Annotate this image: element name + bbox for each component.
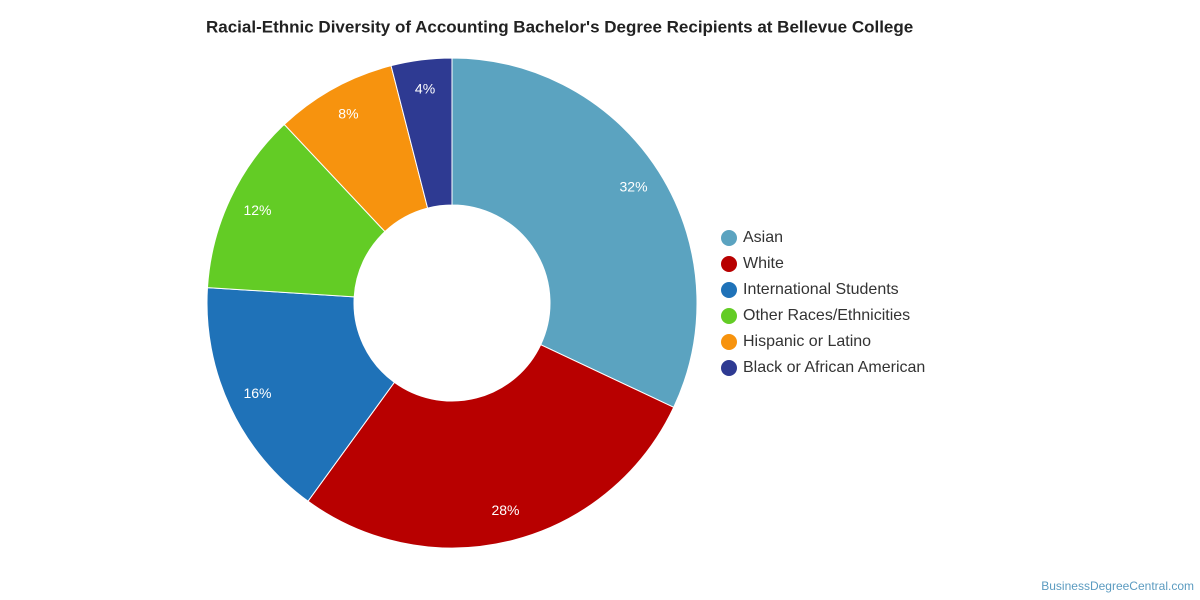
- legend-marker: [721, 360, 737, 376]
- legend-marker: [721, 308, 737, 324]
- donut-slice: [307, 344, 675, 549]
- donut-slice: [390, 57, 453, 209]
- legend-marker: [721, 282, 737, 298]
- legend-label: Asian: [743, 229, 783, 246]
- legend-label: White: [743, 255, 784, 272]
- legend-label: Other Races/Ethnicities: [743, 307, 910, 324]
- credit: BusinessDegreeCentral.com: [1041, 579, 1194, 593]
- legend-marker: [721, 230, 737, 246]
- legend-label: Hispanic or Latino: [743, 333, 871, 350]
- data-label: 12%: [243, 202, 271, 218]
- data-label: 8%: [338, 105, 358, 121]
- data-label: 4%: [415, 80, 435, 96]
- legend-label: International Students: [743, 281, 899, 298]
- data-label: 32%: [620, 179, 648, 195]
- donut-slice: [451, 57, 698, 408]
- donut-slice: [206, 123, 386, 298]
- donut-slice: [206, 287, 396, 502]
- legend-label: Black or African American: [743, 359, 925, 376]
- legend-marker: [721, 334, 737, 350]
- data-label: 28%: [491, 502, 519, 518]
- data-label: 16%: [243, 385, 271, 401]
- legend-marker: [721, 256, 737, 272]
- chart-title: Racial-Ethnic Diversity of Accounting Ba…: [206, 17, 913, 36]
